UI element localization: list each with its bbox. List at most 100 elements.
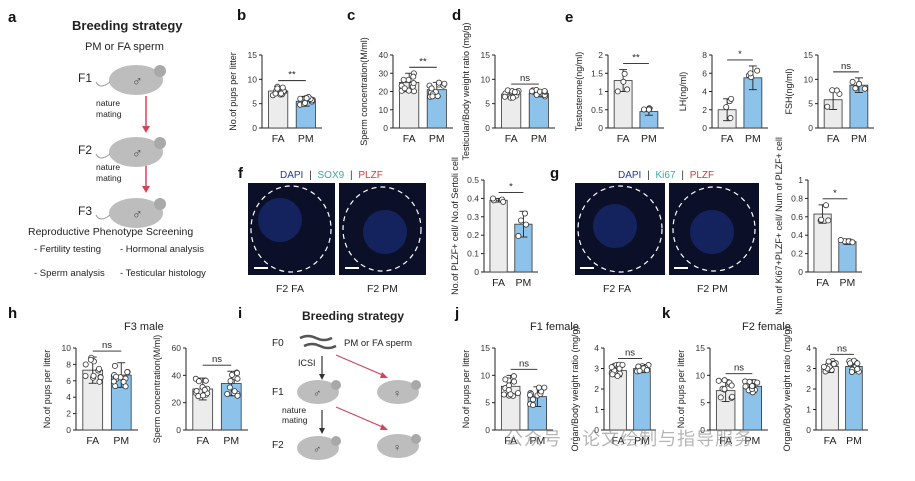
data-point xyxy=(727,115,734,122)
data-point xyxy=(847,360,854,367)
data-point xyxy=(852,85,859,92)
y-tick-label: 10 xyxy=(481,370,491,380)
data-point xyxy=(400,76,407,83)
data-point xyxy=(279,84,286,91)
data-point xyxy=(274,85,281,92)
data-point xyxy=(234,375,241,382)
bar-pm xyxy=(845,366,863,431)
mouse-icon: ♂ xyxy=(95,198,166,228)
panel-letter-k: k xyxy=(662,305,671,322)
svg-text:DAPI | SOX9: DAPI | SOX9 | PLZF xyxy=(280,170,383,181)
y-tick-label: 8 xyxy=(702,50,707,60)
y-tick-label: 0 xyxy=(700,425,705,435)
data-point xyxy=(523,221,530,228)
data-point xyxy=(200,392,207,399)
y-tick-label: 0 xyxy=(474,267,479,277)
arrow-label: nature xyxy=(96,98,120,108)
y-tick-label: 0 xyxy=(485,425,490,435)
gen-f2: F2 xyxy=(78,143,92,157)
panel-i: i Breeding strategy F0 F1 F2 PM or FA sp… xyxy=(238,305,421,460)
data-point xyxy=(824,103,831,110)
data-point xyxy=(849,239,856,246)
y-tick-label: 5 xyxy=(485,398,490,408)
stain-sep: | xyxy=(681,170,684,181)
arrow-label: nature xyxy=(96,162,120,172)
stain-sep: | xyxy=(647,170,650,181)
y-tick-label: 0 xyxy=(66,425,71,435)
y-tick-label: 0.1 xyxy=(467,249,479,259)
chart-e2: 0 2 4 6 8 LH(ng/ml) FA PM * xyxy=(678,49,768,145)
chart-h2: 0 20 40 60 Sperm concentration(M/ml) FA PM ns xyxy=(152,335,248,447)
panel-a-title: Breeding strategy xyxy=(72,18,183,33)
data-point xyxy=(541,384,548,391)
data-point xyxy=(441,80,448,87)
data-point xyxy=(405,76,412,83)
y-tick-label: 6 xyxy=(702,68,707,78)
y-tick-label: 8 xyxy=(66,359,71,369)
y-tick-label: 0 xyxy=(598,123,603,133)
data-point xyxy=(410,80,417,87)
data-point xyxy=(643,367,650,374)
bar-pm xyxy=(838,241,857,273)
data-point xyxy=(854,360,861,367)
x-tick-label: PM xyxy=(113,435,129,447)
significance-label: ** xyxy=(288,70,296,81)
x-tick-label: FA xyxy=(272,133,285,145)
significance-label: ns xyxy=(837,343,847,354)
mouse-icon: ♀ xyxy=(377,380,421,404)
stain-sep: | xyxy=(350,170,353,181)
data-point xyxy=(848,368,855,375)
y-tick-label: 10 xyxy=(62,343,72,353)
x-tick-label: FA xyxy=(196,435,209,447)
data-point xyxy=(278,90,285,97)
panel-i-title: Breeding strategy xyxy=(302,309,404,323)
chart-b: b 0 5 10 15 No.of pups per litter FA PM ** xyxy=(228,7,322,145)
micrograph-image xyxy=(248,183,335,275)
significance-label: * xyxy=(509,181,513,192)
h-title: F3 male xyxy=(124,321,164,333)
y-tick-label: 15 xyxy=(248,50,258,60)
y-axis-label: Testosterone(ng/ml) xyxy=(574,52,584,132)
data-point xyxy=(500,198,507,205)
y-tick-label: 1 xyxy=(798,175,803,185)
panel-a-subtitle: PM or FA sperm xyxy=(85,41,164,53)
data-point xyxy=(721,386,728,393)
screen-title: Reproductive Phenotype Screening xyxy=(28,226,193,238)
panel-g: g DAPI | Ki67 | PLZF F2 FA F2 PM xyxy=(550,165,759,295)
panel-letter-g: g xyxy=(550,165,559,182)
gen-label: F2 xyxy=(272,440,284,451)
data-point xyxy=(717,394,724,401)
data-point xyxy=(861,85,868,92)
stain-sox9: SOX9 xyxy=(318,170,345,181)
stain-ki67: Ki67 xyxy=(656,170,676,181)
y-tick-label: 0.8 xyxy=(791,193,803,203)
y-tick-label: 0.3 xyxy=(467,212,479,222)
y-tick-label: 2 xyxy=(66,409,71,419)
data-point xyxy=(500,391,507,398)
data-point xyxy=(511,89,518,96)
screen-item: - Hormonal analysis xyxy=(120,244,204,255)
chart-d: d 0 5 10 15 Testicular/Body weight ratio (mg/… xyxy=(452,7,555,161)
y-tick-label: 0.4 xyxy=(467,193,479,203)
data-point xyxy=(234,392,241,399)
bar-pm xyxy=(633,368,651,431)
data-point xyxy=(510,373,517,380)
male-symbol: ♂ xyxy=(313,444,321,456)
male-symbol: ♂ xyxy=(132,145,143,161)
screen-item: - Sperm analysis xyxy=(34,268,105,279)
data-point xyxy=(113,373,120,380)
arrow-label: mating xyxy=(96,109,122,119)
y-tick-label: 6 xyxy=(66,376,71,386)
data-point xyxy=(195,393,202,400)
arrow-icon xyxy=(142,96,150,193)
y-tick-label: 0 xyxy=(594,425,599,435)
y-axis-label: No.of pups per litter xyxy=(42,350,52,429)
y-tick-label: 0 xyxy=(383,123,388,133)
male-symbol: ♂ xyxy=(132,73,143,89)
data-point xyxy=(297,95,304,102)
y-tick-label: 15 xyxy=(804,50,814,60)
y-tick-label: 3 xyxy=(806,364,811,374)
data-point xyxy=(90,372,97,379)
data-point xyxy=(509,94,516,101)
y-tick-label: 10 xyxy=(804,74,814,84)
